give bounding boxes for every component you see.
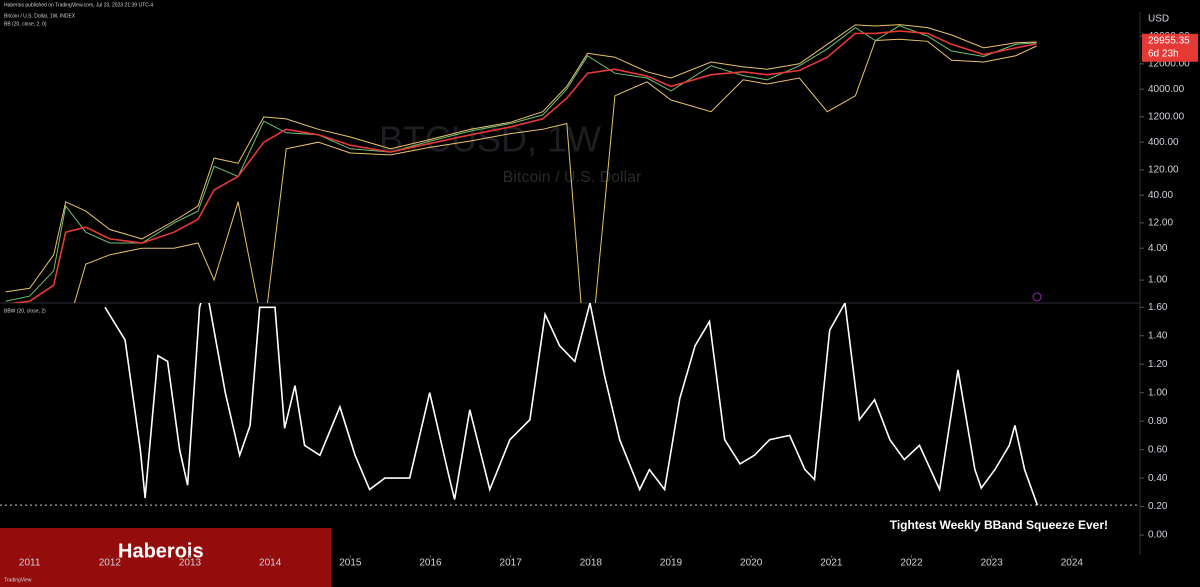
y-tick-label: 1.00 [1148, 387, 1168, 398]
x-tick-label: 2011 [19, 558, 41, 569]
x-tick-label: 2013 [179, 558, 202, 569]
logo: TradingView [4, 577, 32, 583]
event-icon[interactable] [1032, 292, 1042, 302]
y-tick-label: 0.40 [1148, 473, 1168, 484]
y-tick-label: 0.80 [1148, 416, 1168, 427]
x-tick-label: 2015 [339, 558, 362, 569]
x-tick-label: 2020 [740, 558, 763, 569]
x-tick-label: 2019 [660, 558, 683, 569]
series-line [104, 303, 1039, 506]
badge-text: Haberois [118, 540, 204, 562]
plot-area [5, 24, 1037, 303]
y-tick-label: 1200.00 [1148, 111, 1185, 122]
indicator-label: BB (20, close, 2, 0) [4, 21, 47, 27]
x-tick-label: 2017 [500, 558, 523, 569]
y-tick-label: 1.60 [1148, 302, 1168, 313]
watermark-subtitle: Bitcoin / U.S. Dollar [503, 169, 642, 186]
currency: USD [1148, 14, 1169, 25]
series-line [73, 38, 1037, 303]
countdown: 6d 23h [1148, 48, 1179, 59]
series-line [9, 30, 1037, 303]
y-tick-label: 0.20 [1148, 501, 1168, 512]
y-tick-label: 1.40 [1148, 330, 1168, 341]
chart-title: Bitcoin / U.S. Dollar, 1W, INDEX [4, 13, 76, 19]
plot-area [0, 303, 1140, 506]
x-tick-label: 2012 [99, 558, 122, 569]
x-tick-label: 2023 [981, 558, 1004, 569]
x-tick-label: 2016 [419, 558, 442, 569]
publisher: Haberois published on TradingView.com, J… [4, 2, 153, 8]
y-tick-label: 12000.00 [1148, 58, 1190, 69]
y-tick-label: 120.00 [1148, 165, 1179, 176]
y-tick-label: 12.00 [1148, 218, 1173, 229]
watermark: BTCUSD, 1W [379, 119, 601, 160]
y-tick-label: 0.60 [1148, 444, 1168, 455]
last-price-tag [1142, 33, 1198, 62]
annotation: Tightest Weekly BBand Squeeze Ever! [890, 518, 1108, 532]
y-tick-label: 4000.00 [1148, 84, 1185, 95]
x-tick-label: 2018 [580, 558, 603, 569]
y-tick-label: 0.00 [1148, 530, 1168, 541]
x-tick-label: 2024 [1061, 558, 1084, 569]
x-tick-label: 2022 [900, 558, 923, 569]
series-line [5, 24, 1037, 293]
indicator-label: BBW (20, close, 2) [4, 308, 46, 314]
x-tick-label: 2014 [259, 558, 282, 569]
last-price: 29955.35 [1148, 35, 1190, 46]
y-tick-label: 1.00 [1148, 275, 1168, 286]
badge [0, 528, 331, 587]
x-tick-label: 2021 [820, 558, 843, 569]
y-tick-label: 1.20 [1148, 359, 1168, 370]
series-line [5, 25, 1037, 302]
y-tick-label: 4.00 [1148, 243, 1168, 254]
y-tick-label: 40.00 [1148, 190, 1173, 201]
y-tick-label: 400.00 [1148, 137, 1179, 148]
